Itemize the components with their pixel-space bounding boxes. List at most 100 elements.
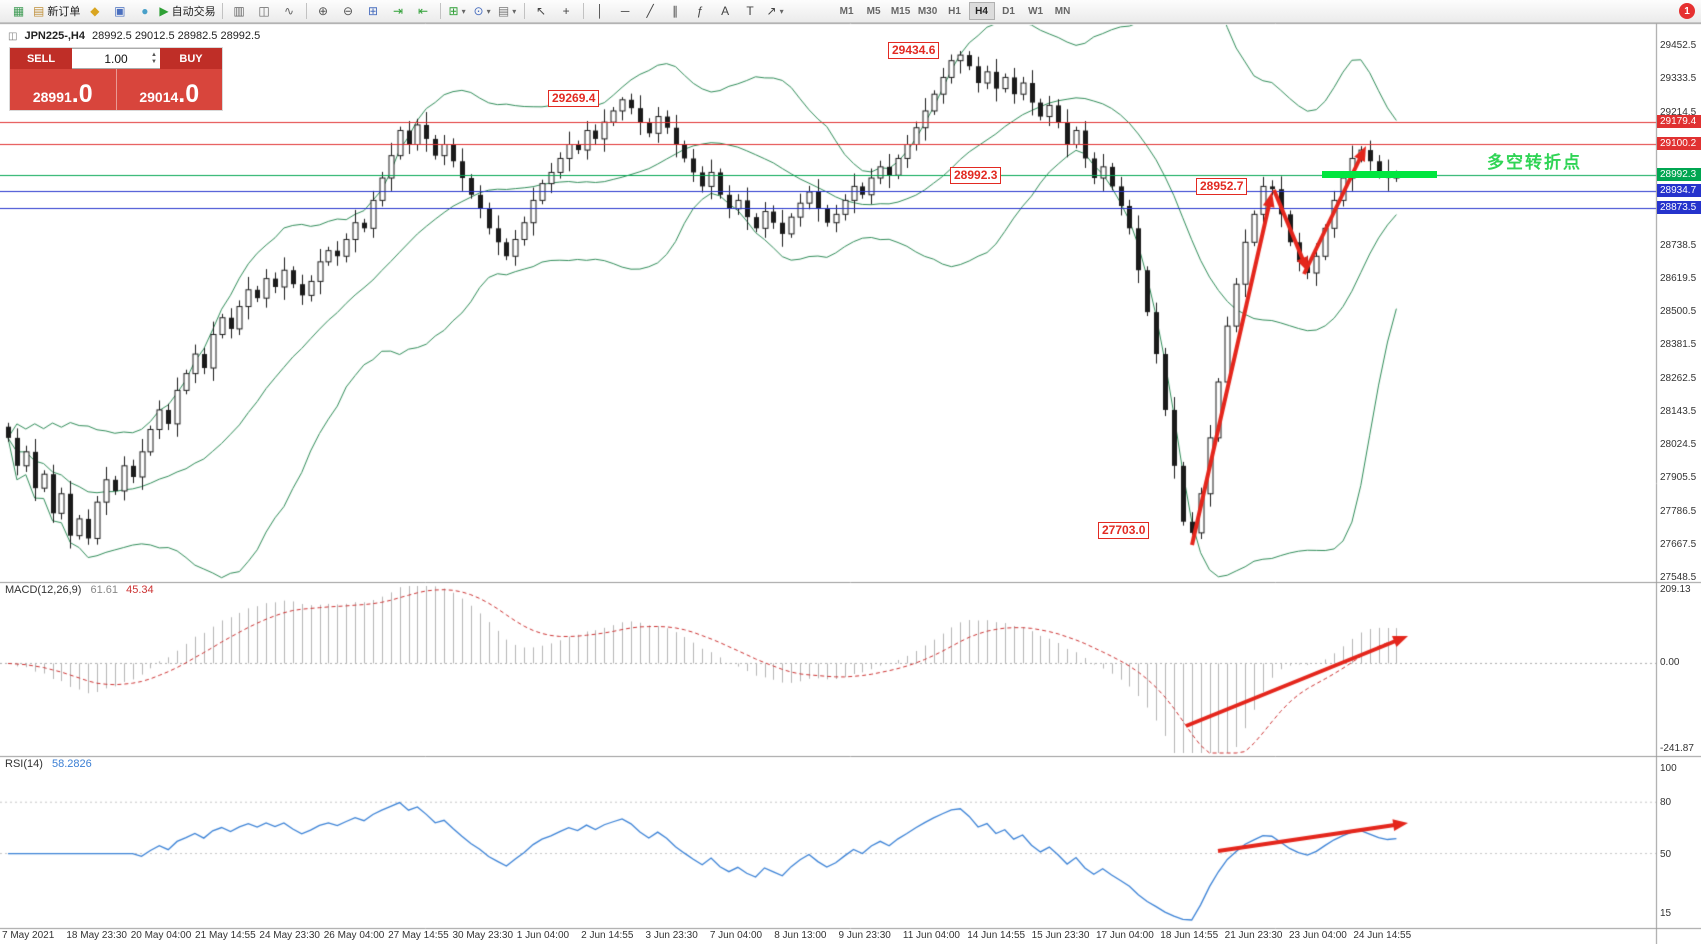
chart-bars-button[interactable]: ▥ — [227, 2, 252, 21]
autotrading-button[interactable]: ▶ 自动交易 — [157, 2, 217, 21]
vertical-line-button[interactable]: │ — [588, 2, 613, 21]
chart-window-button[interactable]: ▦ — [6, 2, 31, 21]
tf-button-m1[interactable]: M1 — [839, 5, 854, 17]
toolbar-separator — [582, 3, 584, 19]
market-watch-button[interactable]: ◆ — [82, 2, 107, 21]
zoom-in-button[interactable]: ⊕ — [311, 2, 336, 21]
timeframe-group: M1 M5 M15 M30 H1 H4 D1 W1 MN — [834, 2, 1076, 20]
dropdown-caret-icon: ▾ — [461, 6, 466, 16]
chart-shift-icon: ⇤ — [418, 4, 429, 18]
buy-button[interactable]: BUY — [160, 48, 222, 69]
trendline-button[interactable]: ╱ — [638, 2, 663, 21]
rsi-indicator-label: RSI(14) 58.2826 — [5, 758, 92, 770]
periods-icon: ⊙ — [473, 4, 484, 18]
buy-price-base: 29014 — [139, 88, 179, 105]
price-callout-label[interactable]: 29269.4 — [548, 90, 600, 107]
symbol-timeframe: JPN225-,H4 — [24, 30, 85, 42]
horizontal-line-button[interactable]: ─ — [613, 2, 638, 21]
volume-up-icon[interactable]: ▲ — [151, 52, 157, 58]
price-axis-label: 29452.5 — [1660, 40, 1697, 51]
tf-button-m30[interactable]: M30 — [917, 5, 938, 17]
price-callout-label[interactable]: 28952.7 — [1196, 178, 1248, 195]
rsi-axis-label: 80 — [1660, 797, 1672, 809]
price-tag-29179.4: 29179.4 — [1657, 115, 1701, 129]
trade-panel-header: SELL 1.00 ▲ ▼ BUY — [10, 48, 222, 69]
tf-button-m5[interactable]: M5 — [866, 5, 881, 17]
one-click-trading-panel: SELL 1.00 ▲ ▼ BUY 28991 .0 29014 .0 — [10, 48, 222, 110]
highlight-bar[interactable] — [1322, 171, 1437, 178]
zoom-out-icon: ⊖ — [343, 4, 354, 18]
periods-button[interactable]: ⊙ ▾ — [470, 2, 495, 21]
time-axis-label: 11 Jun 04:00 — [902, 930, 960, 941]
trendline-icon: ╱ — [646, 4, 654, 18]
price-callout-label[interactable]: 28992.3 — [950, 167, 1002, 184]
volume-down-icon[interactable]: ▼ — [151, 58, 157, 65]
price-axis-label: 27548.5 — [1660, 572, 1697, 583]
tf-button-d1[interactable]: D1 — [1002, 5, 1015, 17]
channel-button[interactable]: ∥ — [663, 2, 688, 21]
chart-shift-button[interactable]: ⇤ — [411, 2, 436, 21]
sell-button[interactable]: SELL — [10, 48, 72, 69]
cursor-button[interactable]: ↖ — [529, 2, 554, 21]
volume-input[interactable]: 1.00 ▲ ▼ — [72, 48, 160, 69]
fibonacci-button[interactable]: ƒ — [688, 2, 713, 21]
notification-badge[interactable]: 1 — [1679, 3, 1695, 19]
time-axis-label: 18 May 23:30 — [66, 930, 127, 941]
auto-scroll-button[interactable]: ⇥ — [386, 2, 411, 21]
text-button[interactable]: A — [713, 2, 738, 21]
crosshair-button[interactable]: + — [554, 2, 579, 21]
tf-button-m15[interactable]: M15 — [890, 5, 911, 17]
rsi-axis-label: 100 — [1660, 763, 1677, 774]
tf-button-mn[interactable]: MN — [1054, 5, 1071, 17]
macd-indicator-label: MACD(12,26,9) 61.61 45.34 — [5, 584, 154, 596]
macd-main-value: 61.61 — [90, 584, 119, 596]
dropdown-caret-icon: ▾ — [779, 6, 784, 16]
sell-price[interactable]: 28991 .0 — [10, 69, 116, 110]
macd-axis-label: 0.00 — [1660, 657, 1680, 669]
auto-scroll-icon: ⇥ — [393, 4, 404, 18]
chart-line-button[interactable]: ∿ — [277, 2, 302, 21]
price-axis-label: 28619.5 — [1660, 272, 1697, 284]
toolbar-separator — [523, 3, 525, 19]
price-axis-label: 28500.5 — [1660, 306, 1697, 317]
time-axis-label: 3 Jun 23:30 — [645, 930, 698, 941]
turning-point-annotation[interactable]: 多空转折点 — [1487, 153, 1582, 172]
navigator-icon: ● — [141, 4, 149, 18]
price-tag-29100.2: 29100.2 — [1657, 137, 1701, 151]
tf-button-h1[interactable]: H1 — [948, 5, 961, 17]
price-callout-label[interactable]: 27703.0 — [1098, 522, 1150, 539]
time-axis-label: 20 May 04:00 — [130, 930, 192, 941]
autotrading-icon: ▶ — [159, 4, 169, 18]
new-order-button[interactable]: ▤ 新订单 — [31, 2, 82, 21]
new-chart-button[interactable]: ⊞ ▾ — [445, 2, 470, 21]
zoom-out-button[interactable]: ⊖ — [336, 2, 361, 21]
tf-button-h4[interactable]: H4 — [968, 2, 995, 20]
data-window-button[interactable]: ▣ — [107, 2, 132, 21]
price-tag-28873.5: 28873.5 — [1657, 200, 1701, 214]
macd-signal-value: 45.34 — [126, 584, 154, 596]
tile-windows-button[interactable]: ⊞ — [361, 2, 386, 21]
label-button[interactable]: T — [738, 2, 763, 21]
sell-price-fraction: .0 — [71, 79, 93, 108]
buy-price[interactable]: 29014 .0 — [117, 69, 223, 110]
shapes-button[interactable]: ↗ ▾ — [763, 2, 788, 21]
tf-button-w1[interactable]: W1 — [1028, 5, 1044, 17]
toolbar-left-group: ▦ ▤ 新订单 ◆ ▣ ● ▶ 自动交易 ▥ ◫ ∿ ⊕ ⊖ ⊞ ⇥ ⇤ ⊞ ▾ ⊙ ▾ ▤ ▾ ↖ + │ ─ ╱ ∥ ƒ A T ↗ ▾ — [6, 2, 788, 21]
rsi-axis-label: 50 — [1660, 848, 1672, 860]
ohlc-values: 28992.5 29012.5 28982.5 28992.5 — [92, 30, 261, 42]
rsi-value: 58.2826 — [51, 758, 92, 770]
price-callout-label[interactable]: 29434.6 — [888, 42, 940, 59]
chart-candles-button[interactable]: ◫ — [252, 2, 277, 21]
time-axis-label: 30 May 23:30 — [452, 930, 514, 941]
toolbar: ▦ ▤ 新订单 ◆ ▣ ● ▶ 自动交易 ▥ ◫ ∿ ⊕ ⊖ ⊞ ⇥ ⇤ ⊞ ▾ ⊙ ▾ ▤ ▾ ↖ + │ ─ ╱ ∥ ƒ A T ↗ ▾ M… — [0, 0, 1701, 23]
time-axis-label: 21 Jun 23:30 — [1224, 930, 1283, 941]
navigator-button[interactable]: ● — [132, 2, 157, 21]
channel-icon: ∥ — [672, 4, 679, 18]
tile-windows-icon: ⊞ — [368, 4, 379, 18]
market-watch-icon: ◆ — [90, 4, 100, 18]
trade-price-divider — [115, 69, 117, 110]
volume-value: 1.00 — [104, 51, 128, 66]
templates-button[interactable]: ▤ ▾ — [495, 2, 520, 21]
time-axis-label: 17 Jun 04:00 — [1095, 930, 1154, 941]
